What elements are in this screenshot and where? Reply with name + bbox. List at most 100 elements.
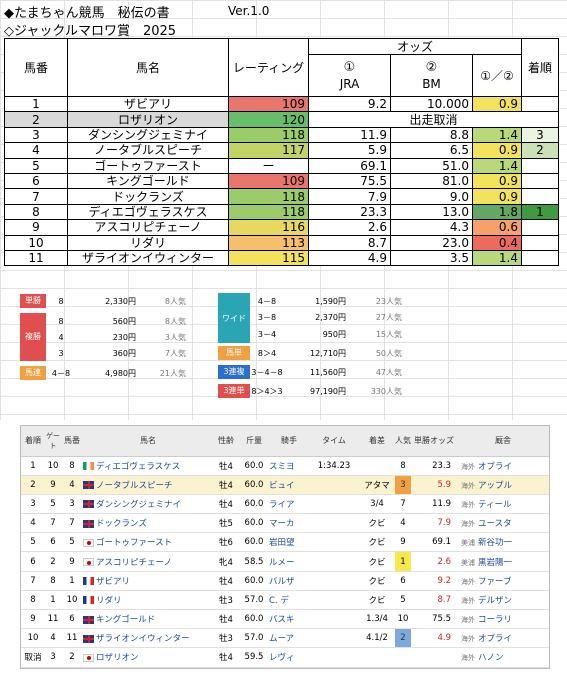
result-trainer-cell[interactable]: 海外 ハノン	[457, 647, 549, 668]
result-trainer-cell[interactable]: 美浦 黒岩陽一	[457, 551, 549, 572]
result-pop: 2	[395, 628, 411, 649]
result-trainer-cell[interactable]: 海外 アップル	[457, 475, 549, 495]
result-name-cell[interactable]: ザライオンイウィンター	[83, 628, 213, 649]
row-jra: 9.2	[308, 95, 391, 113]
result-name[interactable]: ドックランズ	[96, 519, 147, 530]
result-trainer[interactable]: コーラリ	[478, 615, 513, 626]
result-name[interactable]: ノータブルスピーチ	[96, 480, 173, 491]
result-loc: 海外	[461, 462, 475, 471]
result-name-cell[interactable]: ノータブルスピーチ	[83, 475, 213, 495]
result-row[interactable]: 9 11 6 キングゴールド 牡4 60.0 バスキ 1.3/4 10 75.5 海外 コーラリ	[21, 609, 549, 630]
result-margin: 1.3/4	[359, 609, 395, 630]
row-ratio: 0.9	[472, 172, 522, 190]
result-name[interactable]: リダリ	[96, 595, 122, 606]
result-name-cell[interactable]: キングゴールド	[83, 609, 213, 630]
exacta-label: 馬単	[218, 346, 250, 360]
result-loc: 海外	[461, 481, 475, 490]
result-row[interactable]: 1 10 8 ディエゴヴェラスケス 牡4 60.0 スミヨ 1:34.23 8 23.3 海外 オブラ…	[21, 456, 549, 476]
result-trainer-cell[interactable]: 海外 コーラリ	[457, 609, 549, 630]
result-row[interactable]: 7 8 1 ザビアリ 牡4 60.0 バルザ クビ 6 9.2 海外 ファーブ	[21, 571, 549, 591]
row-rating: 113	[228, 234, 309, 251]
wide-row: 4－8 1,590円 23人気	[250, 293, 402, 310]
result-jockey[interactable]: ライア	[269, 494, 309, 515]
result-wt: 60.0	[239, 475, 269, 495]
flag-gb-icon	[83, 519, 94, 528]
result-jockey[interactable]: マーカ	[269, 513, 309, 534]
result-jockey[interactable]: スミヨ	[269, 456, 309, 476]
result-trainer[interactable]: ティール	[478, 499, 512, 510]
result-pop: 10	[395, 609, 411, 630]
result-trainer-cell[interactable]: 美浦 新谷功一	[457, 532, 549, 553]
result-trainer-cell[interactable]: 海外 ティール	[457, 494, 549, 515]
result-jockey[interactable]: レヴィ	[269, 647, 309, 668]
result-trainer[interactable]: ファーブ	[478, 576, 512, 587]
result-name[interactable]: ダンシングジェミナイ	[96, 499, 182, 510]
trifecta-num: 8＞4＞3	[251, 386, 283, 396]
result-loc: 海外	[461, 577, 475, 586]
result-row[interactable]: 10 4 11 ザライオンイウィンター 牡3 57.0 ムーア 4.1/2 2 4.9 海外 オブライ	[21, 628, 549, 649]
result-name-cell[interactable]: ドックランズ	[83, 513, 213, 534]
result-name[interactable]: ロザリオン	[96, 653, 139, 664]
result-name-cell[interactable]: リダリ	[83, 590, 213, 611]
result-name-cell[interactable]: ゴートゥファースト	[83, 532, 213, 553]
result-name-cell[interactable]: ダンシングジェミナイ	[83, 494, 213, 515]
row-name: ザビアリ	[67, 95, 229, 113]
result-row[interactable]: 6 2 9 アスコリピチェーノ 牝4 58.5 ルメー クビ 1 2.6 美浦 黒岩陽一	[21, 551, 549, 572]
result-trainer-cell[interactable]: 海外 オブライ	[457, 628, 549, 649]
result-trainer-cell[interactable]: 海外 ファーブ	[457, 571, 549, 591]
prediction-row: 9 アスコリピチェーノ 116 2.6 4.3 0.6	[4, 219, 559, 236]
result-jockey[interactable]: C. デ	[269, 590, 309, 611]
result-name-cell[interactable]: ディエゴヴェラスケス	[83, 456, 213, 476]
place-pop: 3人気	[164, 332, 186, 342]
result-jockey[interactable]: バスキ	[269, 609, 309, 630]
result-name[interactable]: アスコリピチェーノ	[96, 557, 172, 568]
result-trainer[interactable]: ハノン	[478, 653, 504, 664]
result-row[interactable]: 3 5 3 ダンシングジェミナイ 牡4 60.0 ライア 3/4 7 11.9 海外 ティール	[21, 494, 549, 515]
result-jockey[interactable]: ビュイ	[269, 475, 309, 495]
result-row[interactable]: 4 7 7 ドックランズ 牡5 60.0 マーカ クビ 4 7.9 海外 ユースタ	[21, 513, 549, 534]
result-name[interactable]: キングゴールド	[96, 615, 156, 626]
result-row[interactable]: 8 1 10 リダリ 牡3 57.0 C. デクビ 5 8.7 海外 デルザン	[21, 590, 549, 611]
rh-pos: 着順	[21, 426, 45, 457]
result-trainer-cell[interactable]: 海外 デルザン	[457, 590, 549, 611]
result-margin: 4.1/2	[359, 628, 395, 649]
results-table: 着順 ゲート 馬番 馬名 性齢 斤量 騎手 タイム 着差 人気 単勝オッズ 厩舎…	[21, 426, 549, 668]
result-trainer[interactable]: 黒岩陽一	[478, 557, 513, 568]
result-jockey[interactable]: ルメー	[269, 551, 309, 572]
header-odds: オッズ	[308, 38, 522, 55]
result-trainer[interactable]: 新谷功一	[478, 538, 513, 549]
result-name-cell[interactable]: ロザリオン	[83, 647, 213, 668]
result-jockey[interactable]: ムーア	[269, 628, 309, 649]
row-no: 1	[4, 95, 68, 113]
place-pop: 7人気	[164, 348, 186, 358]
result-row[interactable]: 取消 3 2 ロザリオン 牡4 59.5 レヴィ 海外 ハノン	[21, 647, 549, 668]
result-name-cell[interactable]: アスコリピチェーノ	[83, 551, 213, 572]
result-row[interactable]: 2 9 4 ノータブルスピーチ 牡4 60.0 ビュイ アタマ 3 5.9 海外 アップル	[21, 475, 549, 495]
prediction-row: 5 ゴートゥファーストー 69.1 51.0 1.4	[4, 157, 559, 174]
rh-trainer: 厩舎	[457, 426, 549, 457]
place-label: 複勝	[20, 313, 46, 361]
result-jockey[interactable]: バルザ	[269, 571, 309, 591]
result-trainer-cell[interactable]: 海外 ユースタ	[457, 513, 549, 534]
rh-no: 馬番	[61, 426, 83, 457]
result-trainer[interactable]: デルザン	[478, 595, 513, 606]
result-pop: 3	[395, 475, 411, 495]
row-rank	[521, 188, 559, 205]
result-trainer[interactable]: アップル	[478, 480, 513, 491]
wide-num: 3－4	[257, 329, 277, 339]
result-trainer[interactable]: ユースタ	[478, 519, 512, 530]
result-name[interactable]: ディエゴヴェラスケス	[96, 461, 181, 472]
exacta-pop: 50人気	[375, 348, 402, 358]
result-trainer[interactable]: オブライ	[478, 461, 513, 472]
result-row[interactable]: 5 6 5 ゴートゥファースト 牡6 60.0 岩田望 クビ 9 69.1 美浦 新谷功一	[21, 532, 549, 553]
result-name[interactable]: ザビアリ	[96, 576, 131, 587]
result-name[interactable]: ザライオンイウィンター	[96, 634, 190, 645]
result-pos: 10	[21, 628, 45, 649]
row-bm: 9.0	[390, 188, 473, 205]
result-odds: 11.9	[411, 494, 457, 515]
result-name-cell[interactable]: ザビアリ	[83, 571, 213, 591]
result-jockey[interactable]: 岩田望	[269, 532, 309, 553]
result-trainer-cell[interactable]: 海外 オブライ	[457, 456, 549, 476]
result-name[interactable]: ゴートゥファースト	[96, 538, 173, 549]
result-trainer[interactable]: オブライ	[478, 634, 513, 645]
